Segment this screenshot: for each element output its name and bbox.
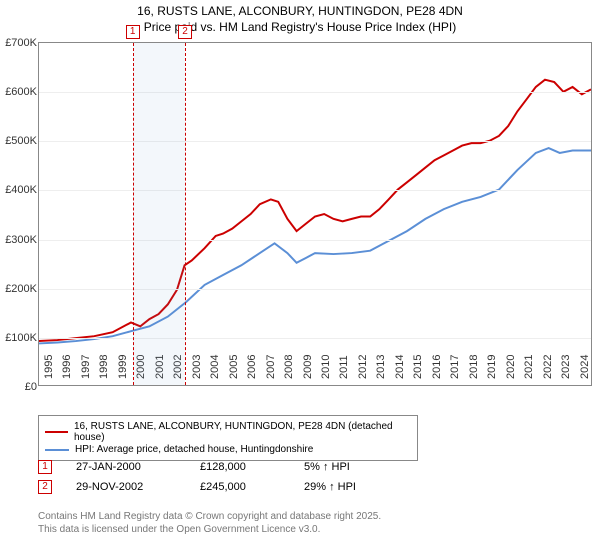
x-tick-label: 2003 [191, 355, 203, 379]
transaction-date: 29-NOV-2002 [76, 481, 176, 493]
marker-line [185, 43, 186, 385]
title-line-1: 16, RUSTS LANE, ALCONBURY, HUNTINGDON, P… [0, 4, 600, 20]
marker-line [133, 43, 134, 385]
x-tick-label: 2006 [246, 355, 258, 379]
marker-badge: 2 [178, 25, 192, 39]
x-tick-label: 2005 [228, 355, 240, 379]
transaction-pct: 29% ↑ HPI [304, 481, 356, 493]
x-tick-label: 2013 [375, 355, 387, 379]
legend: 16, RUSTS LANE, ALCONBURY, HUNTINGDON, P… [38, 415, 418, 461]
marker-badge: 1 [126, 25, 140, 39]
x-tick-label: 2022 [542, 355, 554, 379]
x-tick-label: 2016 [431, 355, 443, 379]
x-tick-label: 2008 [283, 355, 295, 379]
x-tick-label: 2017 [449, 355, 461, 379]
transaction-date: 27-JAN-2000 [76, 461, 176, 473]
x-tick-label: 2023 [560, 355, 572, 379]
title-line-2: Price paid vs. HM Land Registry's House … [0, 20, 600, 36]
x-tick-label: 2024 [579, 355, 591, 379]
transaction-row: 1 27-JAN-2000 £128,000 5% ↑ HPI [38, 460, 356, 474]
footer-line-1: Contains HM Land Registry data © Crown c… [38, 510, 381, 523]
legend-label: 16, RUSTS LANE, ALCONBURY, HUNTINGDON, P… [74, 421, 411, 443]
transaction-info: 1 27-JAN-2000 £128,000 5% ↑ HPI 2 29-NOV… [38, 460, 356, 500]
x-tick-label: 2011 [338, 355, 350, 379]
series-hpi [39, 148, 591, 343]
x-tick-label: 1999 [117, 355, 129, 379]
transaction-row: 2 29-NOV-2002 £245,000 29% ↑ HPI [38, 480, 356, 494]
y-tick-label: £200K [0, 283, 37, 295]
chart-title: 16, RUSTS LANE, ALCONBURY, HUNTINGDON, P… [0, 0, 600, 35]
y-tick-label: £500K [0, 135, 37, 147]
transaction-pct: 5% ↑ HPI [304, 461, 350, 473]
legend-item-hpi: HPI: Average price, detached house, Hunt… [45, 444, 411, 455]
x-tick-label: 2020 [505, 355, 517, 379]
transaction-price: £128,000 [200, 461, 280, 473]
y-tick-label: £700K [0, 37, 37, 49]
x-tick-label: 2007 [265, 355, 277, 379]
x-tick-label: 1996 [61, 355, 73, 379]
x-tick-label: 1995 [43, 355, 55, 379]
x-tick-label: 2010 [320, 355, 332, 379]
y-tick-label: £600K [0, 86, 37, 98]
x-tick-label: 2014 [394, 355, 406, 379]
y-tick-label: £300K [0, 234, 37, 246]
y-tick-label: £100K [0, 332, 37, 344]
x-tick-label: 2021 [523, 355, 535, 379]
legend-label: HPI: Average price, detached house, Hunt… [75, 444, 313, 455]
legend-swatch [45, 449, 69, 451]
transaction-price: £245,000 [200, 481, 280, 493]
x-tick-label: 1997 [80, 355, 92, 379]
x-tick-label: 1998 [98, 355, 110, 379]
chart-lines [39, 43, 591, 385]
footer-line-2: This data is licensed under the Open Gov… [38, 523, 381, 536]
series-price_paid [39, 80, 591, 341]
x-tick-label: 2015 [412, 355, 424, 379]
legend-item-price-paid: 16, RUSTS LANE, ALCONBURY, HUNTINGDON, P… [45, 421, 411, 443]
x-tick-label: 2012 [357, 355, 369, 379]
plot-area: £0£100K£200K£300K£400K£500K£600K£700K199… [38, 42, 592, 386]
marker-badge: 1 [38, 460, 52, 474]
y-tick-label: £400K [0, 184, 37, 196]
legend-swatch [45, 431, 68, 433]
x-tick-label: 2004 [209, 355, 221, 379]
price-chart: { "chart": { "type": "line", "title_line… [0, 0, 600, 560]
marker-badge: 2 [38, 480, 52, 494]
footer-attribution: Contains HM Land Registry data © Crown c… [38, 510, 381, 536]
x-tick-label: 2018 [468, 355, 480, 379]
y-tick-label: £0 [0, 381, 37, 393]
x-tick-label: 2009 [302, 355, 314, 379]
x-tick-label: 2019 [486, 355, 498, 379]
